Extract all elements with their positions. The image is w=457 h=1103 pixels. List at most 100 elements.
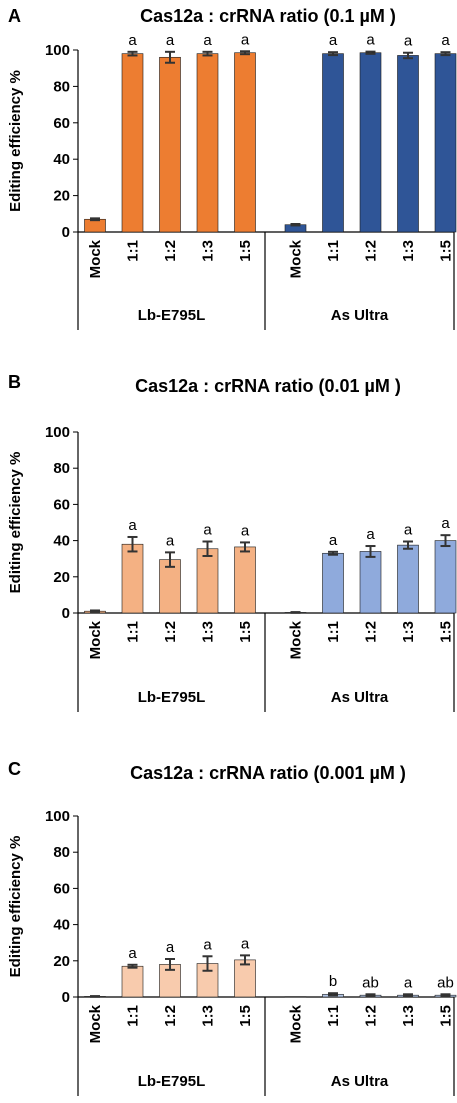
significance-letter: a (241, 31, 250, 48)
bar (121, 965, 144, 998)
bar (121, 543, 144, 614)
y-tick-label: 0 (62, 224, 70, 241)
y-tick-label: 40 (53, 533, 70, 550)
panel-letter: A (8, 6, 21, 26)
bar (234, 959, 256, 998)
y-tick-label: 0 (62, 989, 70, 1006)
bar (284, 996, 307, 998)
y-axis-label: Editing efficiency % (7, 452, 24, 594)
significance-letter: a (203, 32, 212, 49)
x-tick-label: 1:2 (363, 621, 380, 643)
group-label: As Ultra (331, 689, 389, 706)
bar (322, 53, 344, 233)
significance-letter: a (241, 522, 250, 539)
significance-letter: a (404, 33, 413, 50)
bar (434, 540, 457, 614)
chart-title: Cas12a : crRNA ratio (0.01 µM ) (135, 376, 401, 396)
x-tick-label: Mock (288, 1004, 305, 1043)
significance-letter: a (166, 532, 175, 549)
x-tick-label: Mock (87, 1004, 104, 1043)
significance-letter: a (329, 532, 338, 549)
y-tick-label: 80 (53, 460, 70, 477)
significance-letter: a (366, 32, 375, 49)
significance-letter: a (441, 32, 450, 49)
significance-letter: a (404, 522, 413, 539)
x-tick-label: 1:5 (237, 621, 254, 643)
group-label: Lb-E795L (138, 689, 206, 706)
y-axis-label: Editing efficiency % (7, 836, 24, 978)
x-tick-label: 1:1 (325, 621, 342, 643)
bar (322, 552, 344, 614)
significance-letter: a (329, 32, 338, 49)
x-tick-label: 1:1 (125, 1005, 142, 1027)
bar (397, 55, 419, 233)
x-tick-label: 1:3 (400, 240, 417, 262)
y-tick-label: 60 (53, 880, 70, 897)
x-tick-label: 1:3 (200, 1005, 217, 1027)
x-tick-label: 1:5 (438, 240, 455, 262)
group-label: As Ultra (331, 1073, 389, 1090)
y-tick-label: 100 (45, 808, 70, 825)
y-tick-label: 100 (45, 42, 70, 59)
chart-title: Cas12a : crRNA ratio (0.001 µM ) (130, 763, 406, 783)
y-axis-label: Editing efficiency % (7, 70, 24, 212)
x-tick-label: 1:3 (200, 621, 217, 643)
group-label: As Ultra (331, 307, 389, 324)
y-tick-label: 20 (53, 953, 70, 970)
y-tick-label: 40 (53, 917, 70, 934)
y-tick-label: 60 (53, 496, 70, 513)
group-label: Lb-E795L (138, 1073, 206, 1090)
x-tick-label: 1:5 (438, 621, 455, 643)
y-tick-label: 20 (53, 188, 70, 205)
y-tick-label: 40 (53, 151, 70, 168)
x-tick-label: 1:1 (325, 240, 342, 262)
significance-letter: a (128, 945, 137, 962)
y-tick-label: 60 (53, 115, 70, 132)
bar (121, 53, 144, 233)
significance-letter: a (366, 526, 375, 543)
bar (434, 53, 457, 233)
bar (196, 548, 219, 614)
significance-letter: a (128, 32, 137, 49)
x-tick-label: Mock (288, 620, 305, 659)
x-tick-label: 1:2 (162, 621, 179, 643)
panel-a: A Cas12a : crRNA ratio (0.1 µM ) Editing e… (7, 6, 457, 330)
bar (159, 56, 181, 233)
x-tick-label: Mock (288, 239, 305, 278)
x-tick-label: Mock (87, 620, 104, 659)
x-tick-label: 1:3 (200, 240, 217, 262)
significance-letter: a (128, 517, 137, 534)
x-tick-label: 1:5 (438, 1005, 455, 1027)
significance-letter: ab (437, 974, 454, 991)
x-tick-label: 1:1 (125, 621, 142, 643)
x-tick-label: 1:2 (363, 1005, 380, 1027)
bar (234, 52, 256, 233)
x-tick-label: Mock (87, 239, 104, 278)
significance-letter: a (441, 515, 450, 532)
y-tick-label: 100 (45, 424, 70, 441)
significance-letter: a (203, 936, 212, 953)
x-tick-label: 1:3 (400, 1005, 417, 1027)
y-tick-label: 80 (53, 78, 70, 95)
significance-letter: a (203, 522, 212, 539)
bar (397, 544, 419, 614)
bar (359, 52, 382, 233)
x-tick-label: 1:2 (162, 240, 179, 262)
chart-title: Cas12a : crRNA ratio (0.1 µM ) (140, 6, 396, 26)
panel-letter: C (8, 759, 21, 779)
y-tick-label: 20 (53, 569, 70, 586)
panel-b: B Cas12a : crRNA ratio (0.01 µM ) Editing … (7, 372, 457, 712)
x-tick-label: 1:2 (363, 240, 380, 262)
x-tick-label: 1:1 (325, 1005, 342, 1027)
bar (234, 546, 256, 614)
significance-letter: b (329, 973, 337, 990)
x-tick-label: 1:5 (237, 240, 254, 262)
bar (196, 53, 219, 233)
y-tick-label: 80 (53, 844, 70, 861)
bar (84, 218, 106, 233)
x-tick-label: 1:1 (125, 240, 142, 262)
significance-letter: a (404, 974, 413, 991)
bar (359, 551, 382, 614)
